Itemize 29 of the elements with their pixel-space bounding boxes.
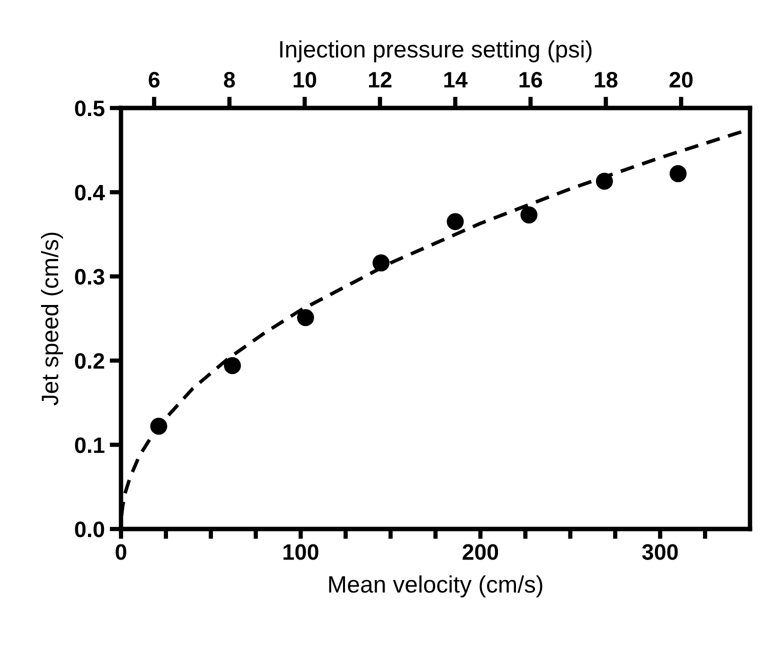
x2-tick-label: 10 (294, 72, 316, 88)
x2-tick-label: 6 (148, 72, 160, 88)
x-tick-label: 200 (462, 544, 498, 560)
y-tick-label: 0.0 (75, 522, 104, 538)
x2-tick-label: 16 (520, 72, 542, 88)
x-tick-label: 0 (116, 544, 126, 560)
x2-tick-label: 14 (444, 72, 468, 88)
point (224, 357, 241, 374)
y-tick-label: 0.4 (75, 184, 105, 200)
point (446, 213, 464, 230)
y-tick-label: 0.5 (75, 100, 104, 116)
x2-tick-label: 8 (224, 72, 235, 88)
y-tick-label: 0.1 (75, 437, 104, 454)
x-tick-label: 100 (284, 544, 318, 560)
y-tick-label: 0.3 (75, 268, 104, 285)
point (297, 309, 314, 326)
x2-tick-label: 20 (670, 72, 693, 88)
point (520, 206, 538, 224)
x2-tick-label: 18 (594, 72, 618, 88)
point (596, 172, 613, 190)
point (372, 254, 390, 272)
x2-tick-label: 12 (369, 72, 392, 88)
x-axis-title: Mean velocity (cm/s) (329, 575, 542, 598)
x-tick-label: 300 (642, 544, 678, 560)
point (150, 418, 168, 435)
y-tick-label: 0.2 (75, 353, 104, 369)
point (670, 165, 687, 182)
y-axis-title: Jet speed (cm/s) (41, 232, 64, 406)
x2-axis-title: Injection pressure setting (psi) (280, 40, 592, 62)
